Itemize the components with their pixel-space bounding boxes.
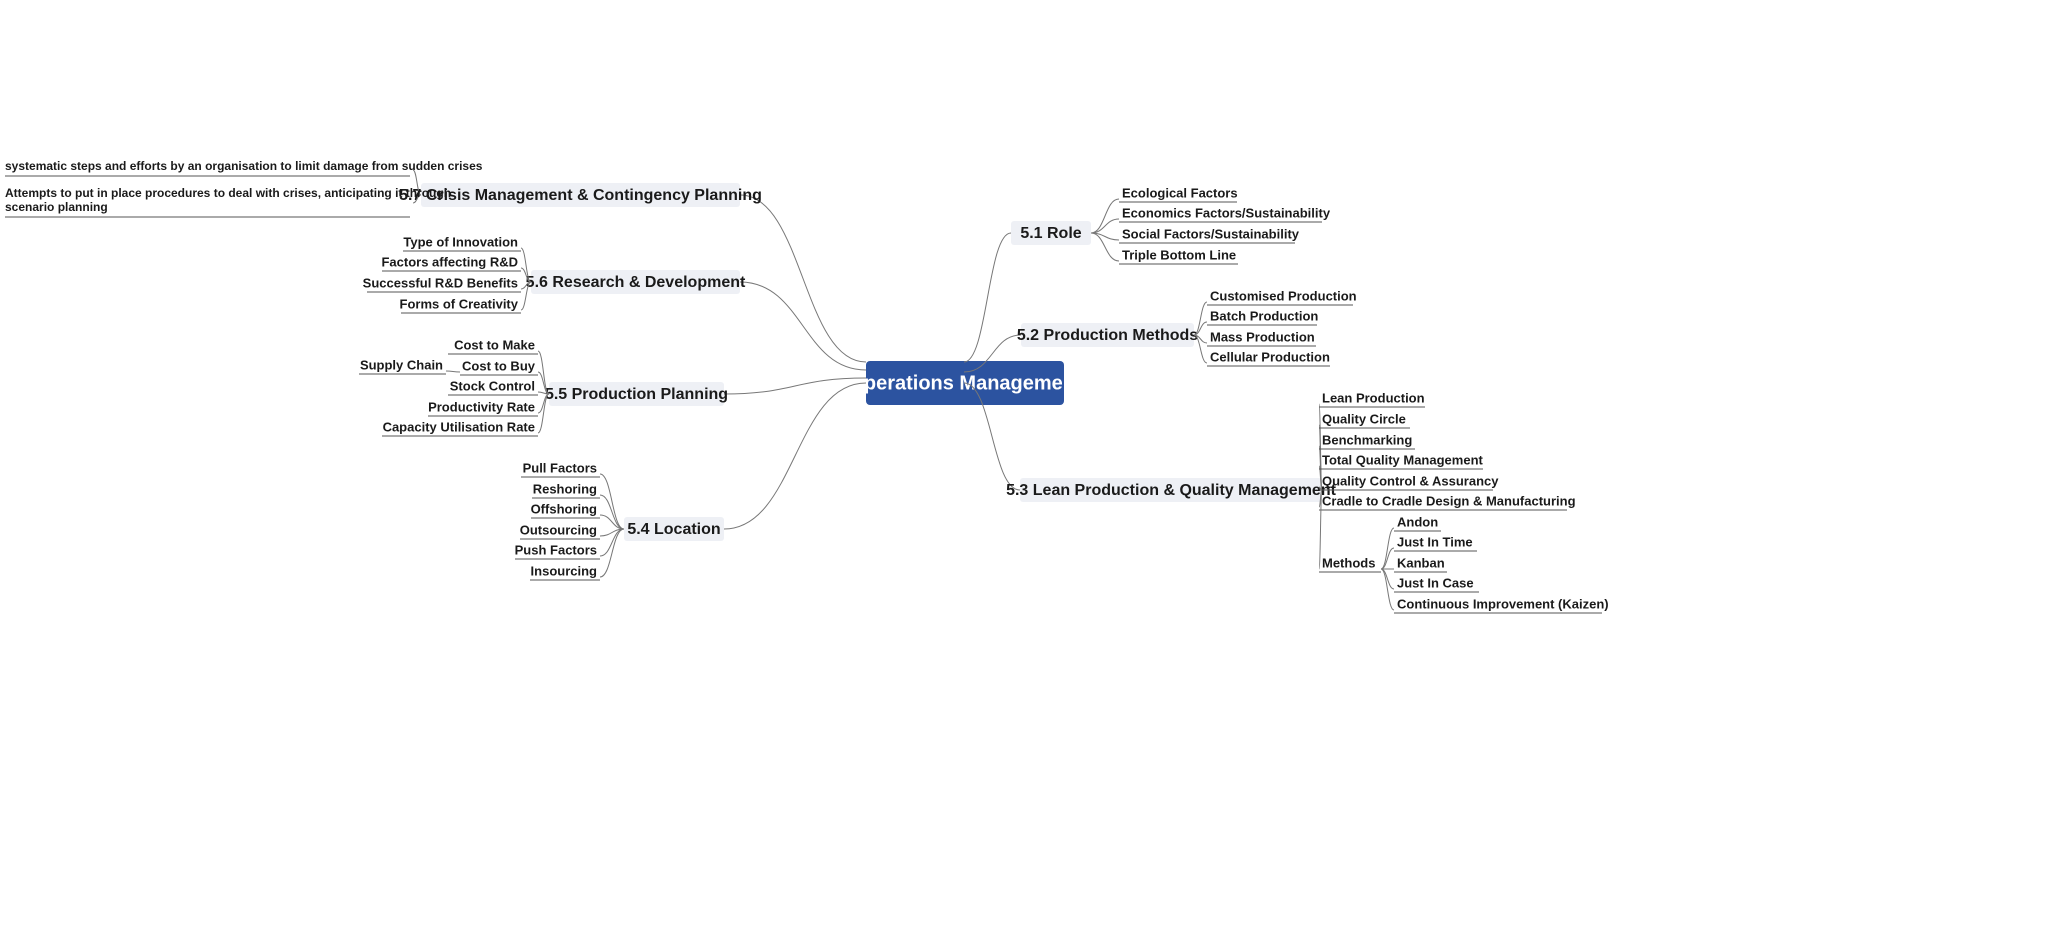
leaf-label: Productivity Rate (428, 399, 535, 414)
branch-label: 5.2 Production Methods (1017, 327, 1198, 344)
branch-label: 5.1 Role (1020, 225, 1081, 242)
leaf-label: Batch Production (1210, 308, 1318, 323)
mindmap-canvas: Operations Management5.1 RoleEcological … (0, 0, 2061, 941)
edge-branch-leaf (600, 529, 624, 577)
leaf-label: Supply Chain (360, 357, 443, 372)
leaf-label: Economics Factors/Sustainability (1122, 205, 1331, 220)
leaf-label: Customised Production (1210, 288, 1357, 303)
leaf-label: Quality Control & Assurancy (1322, 473, 1499, 488)
leaf-label: systematic steps and efforts by an organ… (5, 159, 483, 173)
edge-leaf-subleaf (446, 371, 460, 372)
edge-branch-leaf (1091, 219, 1119, 233)
leaf-label: Lean Production (1322, 390, 1425, 405)
edge-branch-leaf (600, 474, 624, 529)
leaf-label: Continuous Improvement (Kaizen) (1397, 596, 1609, 611)
leaf-label: Push Factors (515, 542, 597, 557)
leaf-label: Cost to Buy (462, 358, 536, 373)
leaf-label: Methods (1322, 555, 1375, 570)
leaf-label: Andon (1397, 514, 1438, 529)
edge-branch-leaf (1091, 233, 1119, 261)
leaf-label: Offshoring (531, 501, 597, 516)
leaf-label: Factors affecting R&D (381, 254, 518, 269)
edge-root-branch (724, 378, 866, 394)
edge-root-branch (740, 195, 866, 362)
leaf-label: Capacity Utilisation Rate (383, 419, 535, 434)
branch-label: 5.5 Production Planning (545, 386, 728, 403)
leaf-label: Pull Factors (523, 460, 597, 475)
leaf-label: Attempts to put in place procedures to d… (5, 186, 451, 200)
leaf-label: Type of Innovation (403, 234, 518, 249)
branch-label: 5.3 Lean Production & Quality Management (1006, 482, 1337, 499)
edge-root-branch (724, 383, 866, 529)
leaf-label: Ecological Factors (1122, 185, 1238, 200)
leaf-label: Quality Circle (1322, 411, 1406, 426)
leaf-label: Benchmarking (1322, 432, 1412, 447)
branch-label: 5.7 Crisis Management & Contingency Plan… (399, 187, 762, 204)
leaf-label: Cellular Production (1210, 349, 1330, 364)
leaf-label: Just In Time (1397, 534, 1473, 549)
edge-leaf-subleaf (1381, 569, 1394, 610)
leaf-label: Kanban (1397, 555, 1445, 570)
leaf-label: Stock Control (450, 378, 535, 393)
leaf-label: Forms of Creativity (400, 296, 519, 311)
leaf-label: Total Quality Management (1322, 452, 1484, 467)
leaf-label: Just In Case (1397, 575, 1474, 590)
branch-label: 5.6 Research & Development (526, 274, 746, 291)
leaf-label: Triple Bottom Line (1122, 247, 1236, 262)
leaf-label: Social Factors/Sustainability (1122, 226, 1300, 241)
leaf-label: Cost to Make (454, 337, 535, 352)
leaf-label: Cradle to Cradle Design & Manufacturing (1322, 493, 1576, 508)
edge-root-branch (740, 282, 866, 370)
edge-leaf-subleaf (1381, 569, 1394, 589)
leaf-label: Mass Production (1210, 329, 1315, 344)
edge-root-branch (964, 233, 1011, 362)
leaf-label: Insourcing (531, 563, 598, 578)
branch-label: 5.4 Location (627, 521, 720, 538)
leaf-label: scenario planning (5, 200, 108, 214)
edge-branch-leaf (1091, 199, 1119, 233)
leaf-label: Outsourcing (520, 522, 597, 537)
leaf-label: Successful R&D Benefits (363, 275, 518, 290)
leaf-label: Reshoring (533, 481, 597, 496)
